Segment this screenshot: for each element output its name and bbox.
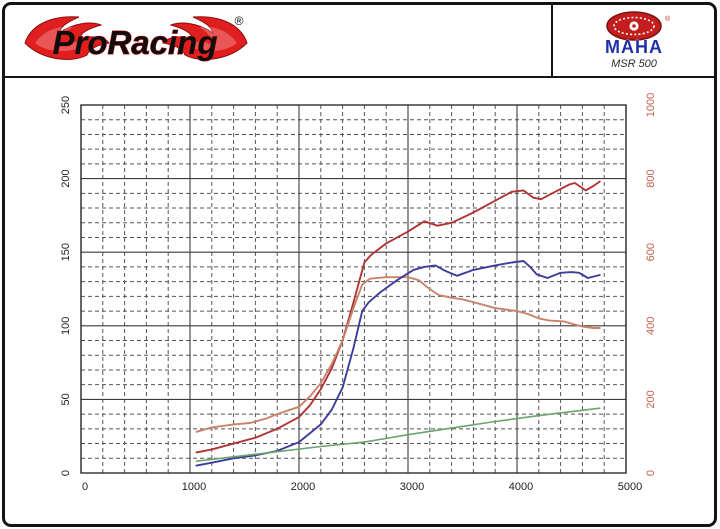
maha-registered-mark: ® <box>665 15 671 23</box>
header-maha-cell: ® MAHA MSR 500 <box>551 5 714 76</box>
proracing-logo: ProRacing ® <box>21 9 259 78</box>
registered-mark: ® <box>235 14 244 28</box>
y-left-tick-label: 200 <box>60 169 72 187</box>
x-tick-label: 5000 <box>618 481 642 493</box>
series-salmon-curve <box>195 276 601 433</box>
dyno-chart-svg: 0 50 100 150 200 250 0 200 400 600 800 1000 0 1000 200… <box>60 93 657 493</box>
y-right-tick-label: 1000 <box>645 93 657 117</box>
y-right-tick-label: 200 <box>645 390 657 408</box>
y-right-tick-label: 0 <box>645 470 657 476</box>
chart-axis-labels: 0 50 100 150 200 250 0 200 400 600 800 1000 0 1000 200… <box>60 93 657 493</box>
chart-series <box>195 180 601 467</box>
report-header: ProRacing ® ® MAHA MSR 500 <box>5 5 714 78</box>
maha-brand-text: MAHA <box>605 37 663 57</box>
x-tick-label: 2000 <box>291 481 315 493</box>
series-green-curve <box>195 407 601 463</box>
maha-oval-icon: ® <box>605 10 671 41</box>
series-blue-curve <box>195 260 601 467</box>
maha-logo: ® MAHA MSR 500 <box>604 10 671 70</box>
flame-left-icon <box>24 16 110 60</box>
chart-grid <box>80 104 627 474</box>
y-left-tick-label: 250 <box>60 96 72 114</box>
y-left-tick-label: 50 <box>60 393 72 405</box>
y-right-tick-label: 800 <box>645 169 657 187</box>
y-left-tick-label: 100 <box>60 317 72 335</box>
y-left-tick-label: 150 <box>60 243 72 261</box>
brand-name: ProRacing <box>52 24 217 61</box>
series-dark-red-curve <box>195 180 601 454</box>
y-left-tick-label: 0 <box>60 470 72 476</box>
y-right-tick-label: 400 <box>645 317 657 335</box>
x-tick-label: 4000 <box>509 481 533 493</box>
flame-right-icon <box>162 16 248 60</box>
x-tick-label: 1000 <box>182 481 206 493</box>
proracing-logo-graphic: ProRacing ® <box>24 14 248 62</box>
maha-model-text: MSR 500 <box>611 58 658 70</box>
x-tick-label: 0 <box>82 481 88 493</box>
y-right-tick-label: 600 <box>645 243 657 261</box>
dyno-chart: 0 50 100 150 200 250 0 200 400 600 800 1000 0 1000 200… <box>5 78 715 526</box>
x-tick-label: 3000 <box>400 481 424 493</box>
header-brand-cell: ProRacing ® <box>5 5 714 76</box>
